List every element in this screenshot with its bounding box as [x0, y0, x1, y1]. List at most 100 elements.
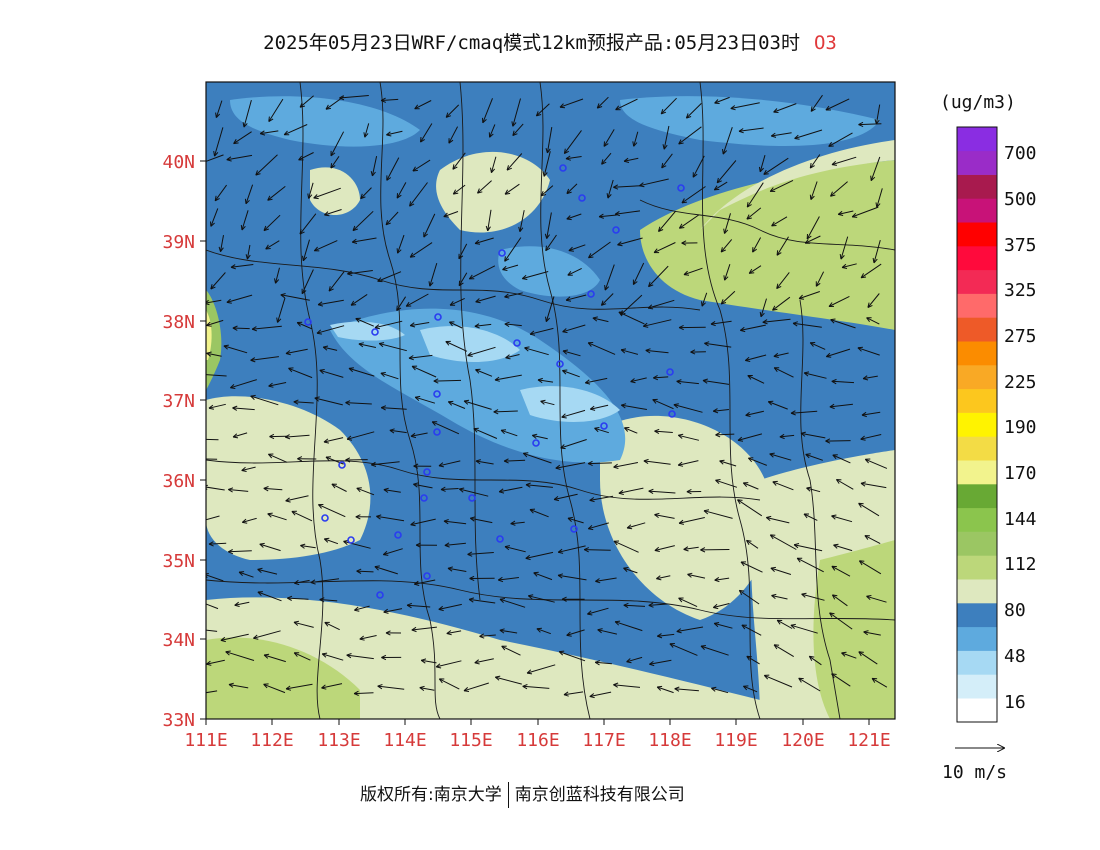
wind-arrow	[875, 104, 881, 125]
wind-arrow-head	[639, 185, 645, 188]
wind-arrow-head	[589, 497, 595, 501]
wind-arrow-head	[226, 156, 232, 161]
wind-arrow-head	[389, 428, 395, 431]
wind-arrow	[291, 510, 313, 522]
wind-vectors	[206, 94, 888, 699]
wind-arrow-head	[257, 567, 263, 570]
wind-arrow-head	[494, 676, 500, 681]
wind-arrow	[310, 578, 340, 583]
wind-arrow-head	[630, 381, 636, 384]
wind-arrow-head	[409, 322, 415, 327]
wind-arrow	[482, 98, 493, 123]
wind-arrow	[870, 156, 881, 181]
wind-arrow	[810, 94, 823, 112]
wind-arrow	[409, 182, 428, 207]
wind-arrow	[806, 487, 821, 493]
wind-arrow-head	[584, 547, 589, 551]
wind-arrow	[603, 129, 615, 147]
wind-arrow	[475, 460, 494, 465]
wind-arrow-head	[558, 551, 564, 554]
wind-arrow-head	[743, 685, 748, 691]
wind-arrow	[679, 214, 699, 229]
legend-swatch	[957, 484, 997, 509]
wind-arrow-head	[208, 543, 214, 547]
wind-arrow-head	[770, 566, 776, 569]
wind-arrow-head	[490, 167, 492, 173]
wind-arrow-head	[746, 202, 749, 208]
wind-arrow-head	[773, 644, 778, 650]
wind-arrow-head	[380, 372, 386, 374]
wind-arrow-head	[265, 248, 271, 250]
wind-arrow	[230, 379, 257, 389]
wind-arrow-head	[525, 557, 531, 561]
wind-arrow-head	[458, 282, 464, 287]
wind-arrow	[595, 661, 612, 665]
wind-arrow-head	[234, 604, 240, 607]
wind-arrow-head	[860, 482, 866, 487]
wind-arrow-head	[601, 303, 607, 306]
wind-arrow	[208, 542, 227, 545]
wind-arrow-head	[386, 177, 392, 181]
station-marker	[347, 536, 355, 544]
wind-arrow-head	[647, 304, 653, 309]
legend-swatch	[957, 174, 997, 199]
wind-arrow-head	[475, 369, 480, 374]
wind-arrow	[445, 104, 460, 118]
wind-arrow-head	[681, 240, 687, 244]
wind-arrow-head	[794, 138, 800, 140]
station-marker	[570, 525, 578, 533]
wind-arrow-head	[420, 137, 422, 143]
wind-arrow	[318, 299, 344, 306]
wind-arrow-head	[498, 579, 504, 583]
wind-arrow-head	[443, 212, 448, 217]
station-marker	[498, 249, 506, 257]
wind-arrow	[408, 354, 433, 359]
station-marker	[612, 226, 620, 234]
wind-arrow	[206, 515, 220, 521]
wind-arrow-head	[746, 214, 750, 220]
lat-label: 33N	[162, 710, 195, 731]
wind-arrow	[618, 311, 645, 325]
wind-arrow-head	[763, 169, 767, 175]
wind-arrow-head	[487, 226, 491, 232]
wind-arrow-head	[862, 378, 869, 381]
wind-arrow-head	[215, 112, 217, 118]
wind-arrow	[489, 124, 496, 138]
wind-arrow-head	[294, 579, 299, 584]
wind-arrow-head	[474, 323, 480, 327]
legend-label: 48	[1004, 646, 1026, 667]
wind-arrow	[383, 548, 403, 556]
wind-arrow	[252, 325, 282, 330]
wind-arrow	[764, 674, 793, 688]
station-marker	[513, 339, 521, 347]
wind-arrow	[250, 395, 279, 406]
wind-arrow	[861, 411, 881, 416]
wind-arrow	[228, 550, 252, 553]
wind-arrow-head	[692, 173, 698, 178]
wind-arrow-head	[744, 356, 750, 361]
lat-label: 34N	[162, 630, 195, 651]
wind-arrow-head	[510, 523, 516, 526]
wind-arrow-head	[870, 176, 876, 182]
wind-arrow	[474, 323, 492, 327]
wind-arrow	[826, 348, 851, 358]
wind-arrow-head	[831, 378, 837, 382]
wind-arrow	[546, 127, 553, 153]
wind-arrow-head	[678, 223, 683, 229]
wind-arrow-head	[287, 595, 293, 599]
wind-arrow-head	[359, 638, 365, 641]
wind-arrow-head	[241, 225, 246, 231]
wind-arrow-head	[228, 549, 233, 553]
wind-arrow-head	[232, 405, 238, 409]
wind-arrow-head	[861, 411, 867, 416]
wind-arrow-head	[831, 380, 837, 385]
wind-arrow-head	[620, 349, 626, 354]
wind-arrow-head	[790, 410, 796, 414]
wind-arrow-head	[208, 541, 214, 545]
wind-arrow-head	[545, 247, 551, 252]
wind-arrow-head	[738, 590, 743, 595]
wind-arrow-head	[413, 463, 419, 467]
wind-arrow-head	[499, 629, 505, 634]
wind-arrow-head	[438, 678, 443, 684]
wind-arrow	[473, 428, 498, 439]
